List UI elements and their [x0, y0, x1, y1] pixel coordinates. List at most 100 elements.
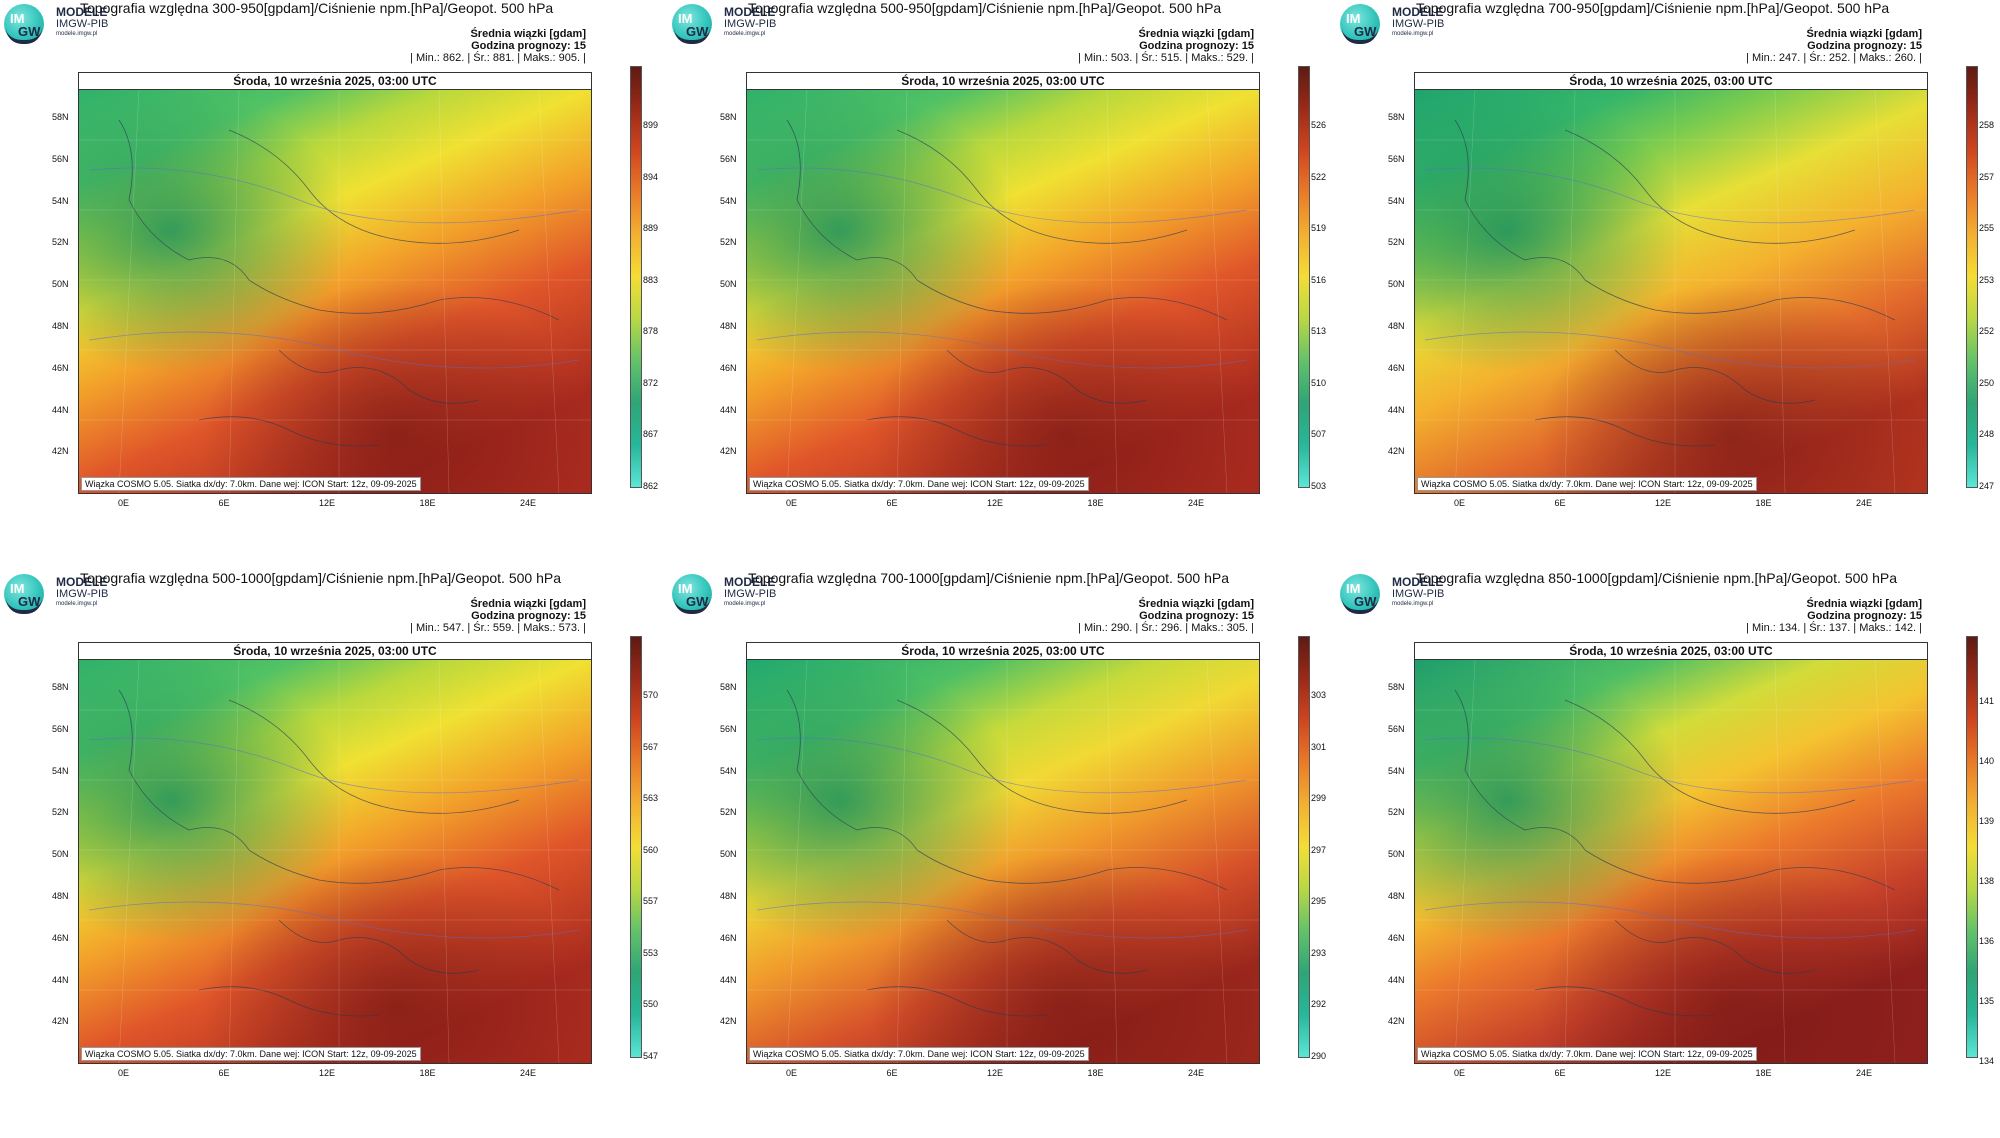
longitude-label: 12E — [1655, 1068, 1672, 1078]
color-scale-tick: 563 — [643, 793, 659, 803]
longitude-label: 24E — [1856, 498, 1873, 508]
latitude-label: 42N — [52, 1016, 69, 1027]
latitude-label: 54N — [720, 195, 737, 206]
latitude-label: 44N — [720, 404, 737, 415]
latitude-label: 46N — [52, 362, 69, 373]
longitude-label: 0E — [1454, 1068, 1466, 1078]
color-scale-tick: 257 — [1979, 171, 1995, 182]
color-scale — [1298, 66, 1310, 488]
logo-text-top: IM — [678, 581, 693, 596]
valid-date: Środa, 10 września 2025, 03:00 UTC — [747, 73, 1259, 90]
color-scale-tick: 503 — [1311, 480, 1327, 491]
forecast-map: Środa, 10 września 2025, 03:00 UTC — [1414, 642, 1928, 1064]
latitude-label: 42N — [720, 1016, 737, 1027]
latitude-label: 52N — [52, 237, 69, 248]
forecast-panel: IM GW MODELE IMGW-PIB modele.imgw.pl Top… — [0, 0, 666, 568]
longitude-label: 0E — [1454, 498, 1466, 508]
latitude-label: 54N — [52, 765, 69, 776]
longitude-label: 24E — [1188, 1068, 1205, 1078]
latitude-label: 58N — [1388, 682, 1405, 692]
longitude-label: 12E — [319, 1068, 336, 1078]
color-scale-tick: 141 — [1979, 696, 1995, 706]
latitude-label: 50N — [1388, 849, 1405, 860]
latitude-label: 50N — [720, 849, 737, 860]
color-scale-tick: 883 — [643, 274, 659, 285]
map-field — [79, 660, 591, 1063]
stat-label: Średnia wiązki [gdam] — [1138, 28, 1254, 40]
longitude-label: 18E — [419, 1068, 436, 1078]
longitude-label: 18E — [419, 498, 436, 508]
latitude-label: 44N — [52, 974, 69, 985]
logo-text-top: IM — [10, 11, 25, 26]
forecast-panel: IM GW MODELE IMGW-PIB modele.imgw.pl Top… — [1336, 570, 2000, 1138]
latitude-label: 54N — [1388, 195, 1405, 206]
forecast-map: Środa, 10 września 2025, 03:00 UTC — [746, 642, 1260, 1064]
brand-org: IMGW-PIB — [724, 588, 777, 600]
panel-title: Topografia względna 300-950[gpdam]/Ciśni… — [80, 0, 554, 16]
latitude-label: 52N — [720, 807, 737, 818]
longitude-label: 12E — [987, 498, 1004, 508]
color-scale-tick: 297 — [1311, 844, 1327, 855]
latitude-label: 48N — [1388, 321, 1405, 331]
stats-block: Średnia wiązki [gdam] Godzina prognozy: … — [1746, 28, 1922, 64]
logo-text-top: IM — [678, 11, 693, 26]
latitude-label: 58N — [720, 682, 737, 692]
longitude-label: 18E — [1755, 498, 1772, 508]
brand-url: modele.imgw.pl — [56, 601, 98, 607]
latitude-label: 48N — [52, 891, 69, 901]
latitude-label: 46N — [1388, 932, 1405, 943]
latitude-label: 42N — [1388, 446, 1405, 457]
longitude-label: 24E — [1188, 498, 1205, 508]
stats-block: Średnia wiązki [gdam] Godzina prognozy: … — [1078, 28, 1254, 64]
map-field — [747, 660, 1259, 1063]
latitude-label: 48N — [52, 321, 69, 331]
color-scale-tick: 140 — [1979, 756, 1995, 766]
color-scale-tick: 560 — [643, 844, 659, 855]
forecast-hour: Godzina prognozy: 15 — [1807, 610, 1922, 622]
map-field — [1415, 660, 1927, 1063]
latitude-label: 44N — [1388, 974, 1405, 985]
latitude-label: 54N — [52, 195, 69, 206]
map-field — [747, 90, 1259, 493]
longitude-label: 12E — [987, 1068, 1004, 1078]
color-scale — [630, 636, 642, 1058]
color-scale — [630, 66, 642, 488]
forecast-panel: IM GW MODELE IMGW-PIB modele.imgw.pl Top… — [668, 570, 1334, 1138]
longitude-label: 0E — [118, 1068, 130, 1078]
latitude-label: 46N — [720, 932, 737, 943]
valid-date: Środa, 10 września 2025, 03:00 UTC — [79, 73, 591, 90]
imgw-logo: IM GW — [4, 4, 44, 44]
latitude-label: 52N — [52, 807, 69, 818]
longitude-label: 6E — [1554, 1068, 1566, 1078]
imgw-logo: IM GW — [1340, 4, 1380, 44]
stats-values: | Min.: 547. | Śr.: 559. | Maks.: 573. | — [410, 622, 586, 634]
color-scale-tick: 248 — [1979, 429, 1995, 439]
longitude-label: 0E — [118, 498, 130, 508]
brand-url: modele.imgw.pl — [1392, 601, 1434, 607]
panel-title: Topografia względna 850-1000[gpdam]/Ciśn… — [1416, 570, 1897, 586]
stats-values: | Min.: 290. | Śr.: 296. | Maks.: 305. | — [1078, 622, 1254, 634]
latitude-label: 56N — [52, 153, 69, 164]
longitude-label: 6E — [218, 498, 230, 508]
model-footer: Wiązka COSMO 5.05. Siatka dx/dy: 7.0km. … — [81, 1047, 421, 1061]
forecast-map: Środa, 10 września 2025, 03:00 UTC — [746, 72, 1260, 494]
brand-name: MODELE — [56, 575, 108, 589]
latitude-label: 48N — [720, 321, 737, 331]
latitude-label: 56N — [720, 153, 737, 164]
logo-text-top: IM — [1346, 581, 1361, 596]
latitude-label: 42N — [720, 446, 737, 457]
imgw-logo: IM GW — [672, 4, 712, 44]
stat-label: Średnia wiązki [gdam] — [470, 598, 586, 610]
latitude-label: 54N — [1388, 765, 1405, 776]
longitude-label: 6E — [218, 1068, 230, 1078]
latitude-label: 50N — [720, 279, 737, 290]
longitude-label: 0E — [786, 498, 798, 508]
longitude-label: 18E — [1087, 1068, 1104, 1078]
latitude-label: 48N — [1388, 891, 1405, 901]
color-scale-tick: 138 — [1979, 876, 1995, 886]
color-scale-tick: 134 — [1979, 1056, 1995, 1066]
latitude-label: 58N — [720, 112, 737, 122]
stats-values: | Min.: 247. | Śr.: 252. | Maks.: 260. | — [1746, 52, 1922, 64]
color-scale-tick: 299 — [1311, 793, 1327, 803]
color-scale-tick: 295 — [1311, 896, 1327, 906]
